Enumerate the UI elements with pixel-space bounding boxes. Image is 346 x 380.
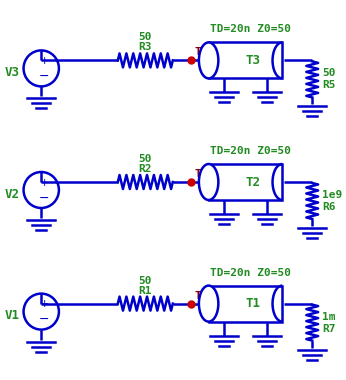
Text: R5: R5 xyxy=(322,81,336,90)
Text: 50: 50 xyxy=(322,68,336,78)
Text: R2: R2 xyxy=(138,164,152,174)
Ellipse shape xyxy=(199,286,218,321)
Bar xyxy=(209,286,282,321)
Text: V2: V2 xyxy=(4,187,20,201)
Text: 1e9: 1e9 xyxy=(322,190,342,200)
Text: TDROpen: TDROpen xyxy=(194,169,242,179)
Bar xyxy=(209,164,282,200)
Text: TD=20n Z0=50: TD=20n Z0=50 xyxy=(210,268,291,278)
Text: −: − xyxy=(39,70,49,83)
Text: −: − xyxy=(39,313,49,326)
Text: TDRShort: TDRShort xyxy=(194,291,248,301)
Text: T1: T1 xyxy=(246,297,261,310)
Text: V1: V1 xyxy=(4,309,20,322)
Text: +: + xyxy=(39,56,49,66)
Text: 50: 50 xyxy=(138,154,152,164)
Text: 1m: 1m xyxy=(322,312,336,321)
Text: TDR50: TDR50 xyxy=(194,48,228,57)
Ellipse shape xyxy=(199,43,218,78)
Text: T2: T2 xyxy=(246,176,261,188)
Bar xyxy=(209,43,282,78)
Text: R6: R6 xyxy=(322,202,336,212)
Text: −: − xyxy=(39,192,49,204)
Text: TD=20n Z0=50: TD=20n Z0=50 xyxy=(210,24,291,35)
Text: V3: V3 xyxy=(4,66,20,79)
Text: R1: R1 xyxy=(138,286,152,296)
Text: TD=20n Z0=50: TD=20n Z0=50 xyxy=(210,146,291,156)
Text: R3: R3 xyxy=(138,43,152,52)
Text: +: + xyxy=(39,178,49,188)
Text: R7: R7 xyxy=(322,324,336,334)
Text: +: + xyxy=(39,299,49,309)
Text: 50: 50 xyxy=(138,276,152,286)
Text: 50: 50 xyxy=(138,32,152,43)
Text: T3: T3 xyxy=(246,54,261,67)
Ellipse shape xyxy=(199,164,218,200)
